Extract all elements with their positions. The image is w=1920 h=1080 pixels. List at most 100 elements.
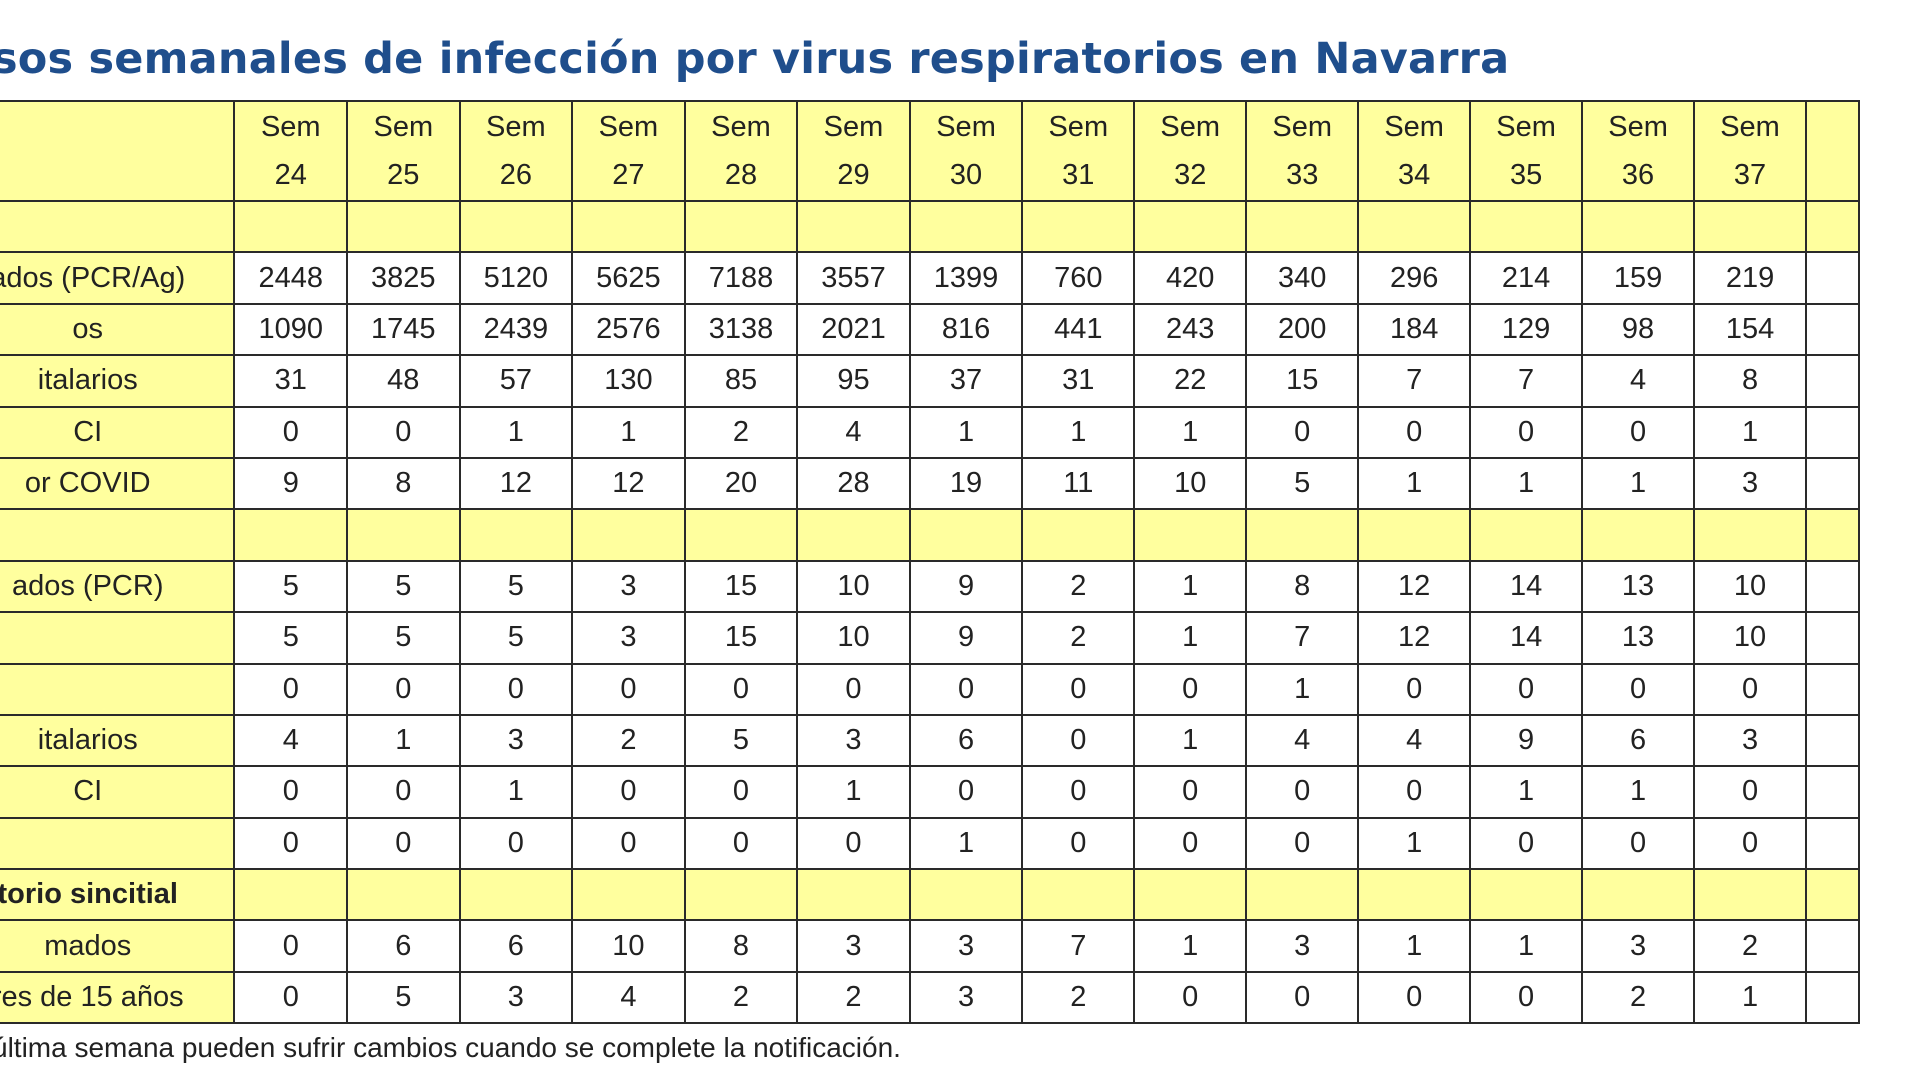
value-cell: 12	[571, 456, 686, 511]
value-cell: 3	[458, 970, 574, 1025]
value-cell: 1	[346, 713, 461, 768]
week-header: Sem 33	[1245, 100, 1360, 202]
value-cell: 0	[683, 662, 799, 716]
value-cell: 1	[908, 816, 1024, 871]
section-fill-cell	[1021, 508, 1136, 562]
value-cell: 760	[1021, 251, 1136, 305]
value-cell: 7	[1469, 354, 1584, 408]
section-fill-cell	[571, 508, 686, 562]
value-cell: 5	[346, 611, 461, 665]
row-label-cell: res de 15 años	[0, 970, 236, 1025]
overflow-cell	[1804, 456, 1861, 511]
value-cell: 1	[1469, 765, 1584, 819]
value-cell: 8	[346, 456, 461, 511]
value-cell: 9	[1469, 713, 1584, 768]
section-fill-cell	[233, 199, 349, 254]
value-cell: 0	[1021, 816, 1136, 871]
value-cell: 816	[908, 302, 1024, 357]
value-cell: 1	[1581, 765, 1696, 819]
value-cell: 6	[458, 919, 574, 973]
value-cell: 12	[1357, 611, 1472, 665]
value-cell: 2021	[796, 302, 911, 357]
section-fill-cell	[908, 199, 1024, 254]
row-label: italarios	[37, 724, 138, 757]
week-header: Sem 32	[1133, 100, 1248, 202]
value-cell: 2	[571, 713, 686, 768]
section-fill-cell	[1581, 868, 1696, 922]
row-label-cell: ados (PCR/Ag)	[0, 251, 236, 305]
value-cell: 20	[683, 456, 799, 511]
value-cell: 130	[571, 354, 686, 408]
section-fill-cell	[1133, 199, 1248, 254]
value-cell: 14	[1469, 611, 1584, 665]
section-fill-cell	[683, 199, 799, 254]
row-label: os	[72, 312, 104, 345]
value-cell: 0	[458, 816, 574, 871]
value-cell: 0	[233, 662, 349, 716]
value-cell: 9	[908, 611, 1024, 665]
value-cell: 0	[1581, 816, 1696, 871]
value-cell: 1399	[908, 251, 1024, 305]
section-fill-cell	[1693, 868, 1807, 922]
overflow-cell	[1804, 302, 1861, 357]
value-cell: 28	[796, 456, 911, 511]
table-row: mados 0 6 6 10 8 3 3 7 1 3 1 1 3 2	[0, 919, 1861, 973]
value-cell: 1090	[233, 302, 349, 357]
value-cell: 5	[683, 713, 799, 768]
value-cell: 0	[1693, 662, 1807, 716]
row-label-cell: italarios	[0, 713, 236, 768]
value-cell: 0	[1357, 405, 1472, 459]
value-cell: 0	[796, 662, 911, 716]
value-cell: 0	[1693, 765, 1807, 819]
week-header-line1: Sem	[1496, 111, 1556, 143]
value-cell: 0	[1133, 970, 1248, 1025]
section-fill-cell	[1693, 199, 1807, 254]
value-cell: 6	[1581, 713, 1696, 768]
week-header: Sem 34	[1357, 100, 1472, 202]
value-cell: 0	[1245, 405, 1360, 459]
value-cell: 219	[1693, 251, 1807, 305]
table-row: CI 0 0 1 1 2 4 1 1 1 0 0 0 0 1	[0, 405, 1861, 459]
value-cell: 1	[1245, 662, 1360, 716]
value-cell: 2	[1693, 919, 1807, 973]
section-fill-cell	[1469, 508, 1584, 562]
value-cell: 2	[1021, 970, 1136, 1025]
value-cell: 154	[1693, 302, 1807, 357]
value-cell: 1	[1133, 611, 1248, 665]
value-cell: 5	[1245, 456, 1360, 511]
value-cell: 243	[1133, 302, 1248, 357]
value-cell: 5625	[571, 251, 686, 305]
value-cell: 2	[1021, 559, 1136, 614]
section-fill-cell	[458, 199, 574, 254]
value-cell: 12	[458, 456, 574, 511]
value-cell: 1	[796, 765, 911, 819]
value-cell: 6	[346, 919, 461, 973]
value-cell: 296	[1357, 251, 1472, 305]
value-cell: 3	[796, 919, 911, 973]
value-cell: 0	[1133, 662, 1248, 716]
value-cell: 0	[1133, 816, 1248, 871]
section-fill-cell	[1581, 508, 1696, 562]
week-header-line1: Sem	[1160, 111, 1221, 143]
overflow-cell	[1804, 251, 1861, 305]
row-label-cell	[0, 816, 236, 871]
value-cell: 5	[346, 559, 461, 614]
section-fill-cell	[683, 508, 799, 562]
value-cell: 2	[1021, 611, 1136, 665]
section-fill-cell	[1357, 508, 1472, 562]
week-header-number: 35	[1509, 159, 1543, 191]
overflow-cell	[1804, 868, 1861, 922]
row-label-cell: torio sincitial	[0, 868, 236, 922]
value-cell: 8	[683, 919, 799, 973]
value-cell: 0	[571, 662, 686, 716]
value-cell: 7	[1021, 919, 1136, 973]
table-row: res de 15 años 0 5 3 4 2 2 3 2 0 0 0 0 2 1	[0, 970, 1861, 1025]
value-cell: 129	[1469, 302, 1584, 357]
value-cell: 1	[571, 405, 686, 459]
value-cell: 19	[908, 456, 1024, 511]
week-header-number: 26	[499, 159, 532, 191]
row-label: italarios	[37, 364, 138, 397]
value-cell: 1	[1133, 713, 1248, 768]
value-cell: 7	[1357, 354, 1472, 408]
value-cell: 31	[233, 354, 349, 408]
